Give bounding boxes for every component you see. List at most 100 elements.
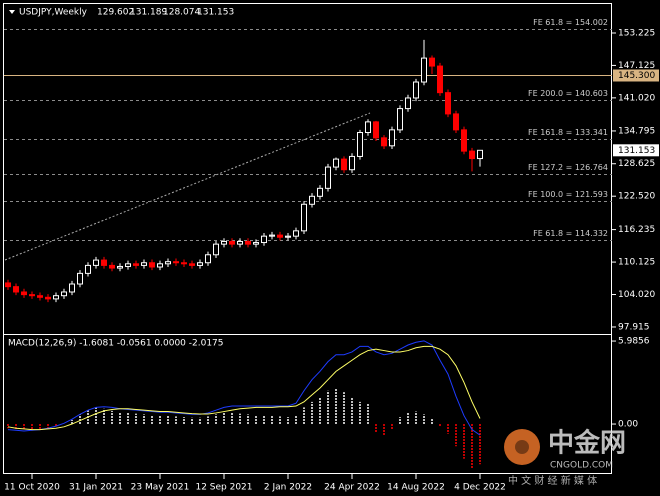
candle-body [45,296,51,300]
logo-inner [515,440,529,454]
frame [3,3,612,474]
candle-body [237,240,243,245]
candle-body [445,92,451,115]
candle-body [221,240,227,245]
candle-body [389,129,395,147]
candle-body [413,81,419,99]
y-tick-label: 104.020 [618,290,655,300]
candle-body [245,240,251,245]
candle-body [309,195,315,205]
price-tag [613,144,659,157]
x-tick-label: 14 Aug 2022 [387,483,445,493]
y-tick-label: 5.9856 [618,337,650,347]
candle-body [397,108,403,131]
ohlc-low: 128.074 [163,8,200,18]
candle-body [293,230,299,237]
candle-body [277,234,283,238]
site: CNGOLD.COM [550,461,613,471]
candle-body [93,259,99,266]
y-tick-label: 0.00 [618,420,638,430]
candle-body [357,132,363,157]
fibo-label: FE 61.8 = 114.332 [533,229,608,238]
tagline: 中 文 财 经 新 媒 体 [508,474,597,487]
candle-body [141,262,147,266]
candle-body [5,282,11,288]
candle-body [341,158,347,171]
candle-body [197,262,203,266]
candle-body [189,263,195,266]
candle-body [269,234,275,237]
candle-body [365,121,371,134]
x-tick-label: 23 May 2021 [131,483,190,493]
candle-body [429,57,435,67]
menu-arrow [9,10,15,14]
candle-body [349,155,355,171]
candle-body [173,261,179,264]
candle-body [253,242,259,245]
candle-body [21,291,27,296]
ohlc-close: 131.153 [197,8,234,18]
hline-label: 145.300 [618,71,655,81]
fibo-label: FE 127.2 = 126.764 [528,163,608,172]
candle-body [181,262,187,265]
fibo-label: FE 161.8 = 133.341 [528,128,608,137]
candle-body [213,243,219,256]
macd-line [7,345,481,431]
candle-body [133,263,139,266]
y-tick-label: 141.020 [618,93,655,103]
candle-body [117,265,123,269]
candle-body [229,240,235,245]
price-label: 131.153 [618,146,655,156]
candle-body [205,254,211,264]
x-tick-label: 12 Sep 2021 [195,483,252,493]
ohlc-high: 131.189 [130,8,167,18]
candle-body [13,286,19,293]
candle-body [285,235,291,238]
y-tick-label: 147.125 [618,61,655,71]
logo [504,429,540,465]
y-tick-label: 134.795 [618,126,655,136]
plot: 153.225 147.125 141.020 134.795 128.625 122.5… [4,18,659,493]
y-tick-label: 97.915 [618,322,650,332]
fibo-label: FE 200.0 = 140.603 [528,89,608,98]
candle-body [317,187,323,197]
candle-body [437,65,443,94]
macd-title: MACD(12,26,9) -1.6081 -0.0561 0.0000 -2.… [8,339,224,349]
candle-body [461,129,467,152]
y-tick-label: 110.125 [618,258,655,268]
candle-body [261,235,267,244]
candle-body [421,57,427,83]
y-tick-label: 153.225 [618,28,655,38]
y-tick-label: 116.235 [618,225,655,235]
x-tick-label: 24 Apr 2022 [324,483,380,493]
y-tick-label: 122.520 [618,192,655,202]
fibo-trend-line [4,112,371,261]
candle-body [101,259,107,266]
macd-line [7,340,481,436]
candle-body [61,291,67,297]
candle-body [109,264,115,269]
candle-body [477,149,483,160]
brand: 中金网 [548,428,626,459]
fibo-label: FE 100.0 = 121.593 [528,190,608,199]
candle-body [53,295,59,300]
candle-body [125,263,131,267]
x-tick-label: 31 Jan 2021 [69,483,123,493]
candle-body [373,121,379,139]
candle-body [85,264,91,274]
ohlc-open: 129.602 [97,8,134,18]
x-tick-label: 11 Oct 2020 [4,483,60,493]
fibo-label: FE 61.8 = 154.002 [533,18,608,27]
x-tick-label: 2 Jan 2022 [264,483,312,493]
candle-body [381,137,387,147]
candle-body [405,97,411,110]
candle-body [29,294,35,297]
symbol: USDJPY,Weekly [19,8,88,18]
candle-body [149,262,155,268]
candle-body [453,113,459,131]
candle-body [333,158,339,168]
candle-body [69,283,75,293]
y-tick-label: 128.625 [618,159,655,169]
